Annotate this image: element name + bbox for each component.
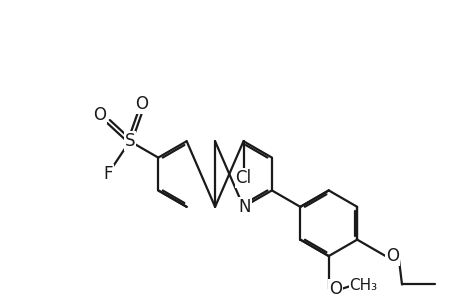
- Text: O: O: [93, 106, 106, 124]
- Text: S: S: [124, 132, 135, 150]
- Text: CH₃: CH₃: [349, 278, 377, 293]
- Text: O: O: [135, 95, 148, 113]
- Text: O: O: [385, 247, 398, 265]
- Text: O: O: [329, 280, 341, 298]
- Text: N: N: [238, 198, 250, 216]
- Text: Cl: Cl: [235, 169, 251, 187]
- Text: F: F: [103, 165, 113, 183]
